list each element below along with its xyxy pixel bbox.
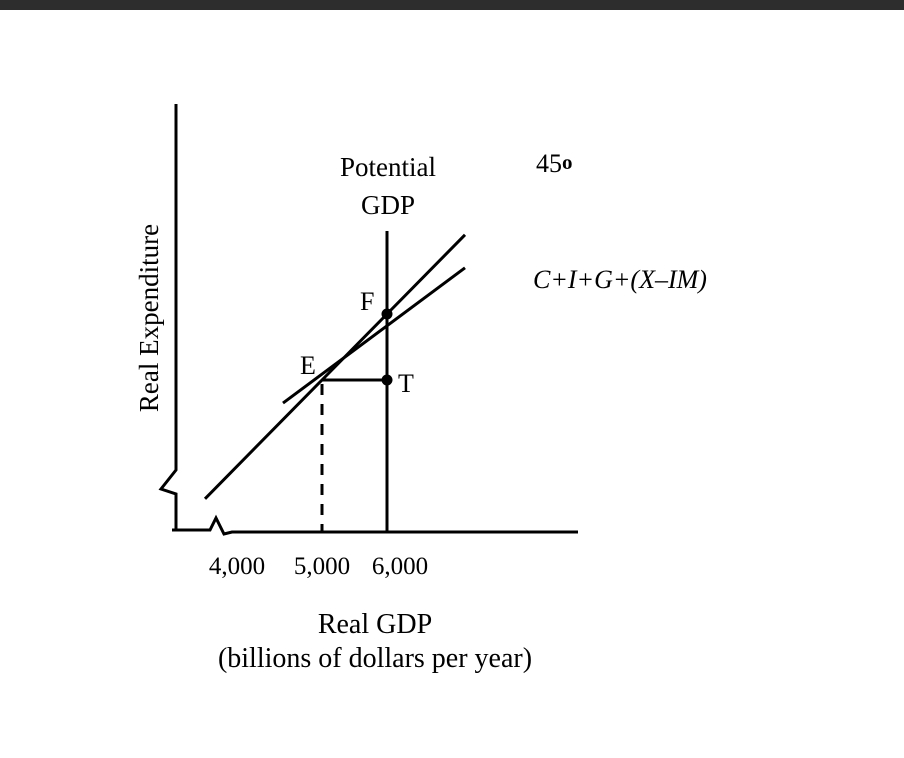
point-marker-f [381, 308, 393, 320]
line-45-degree [203, 233, 467, 500]
point-label-e: E [300, 351, 316, 380]
x-axis-subtitle: (billions of dollars per year) [218, 643, 532, 674]
y-axis-title: Real Expenditure [134, 224, 164, 412]
point-marker-t [381, 374, 393, 386]
x-tick-label-4000: 4,000 [209, 553, 265, 580]
x-axis-title: Real GDP [318, 609, 432, 640]
line-label-expenditure: C+I+G+(X–IM) [533, 265, 707, 294]
line-label-45-number: 45 [536, 149, 562, 178]
x-tick-label-6000: 6,000 [372, 553, 428, 580]
point-label-t: T [398, 369, 414, 398]
potential-gdp-label-line1: Potential [340, 152, 436, 182]
potential-gdp-label-line2: GDP [361, 190, 415, 220]
top-bar [0, 0, 904, 10]
y-axis [158, 104, 178, 530]
point-label-f: F [360, 287, 374, 316]
line-label-45-degree: o [562, 150, 573, 174]
line-label-45: 45o [536, 149, 573, 178]
x-tick-label-5000: 5,000 [294, 553, 350, 580]
x-axis [172, 514, 578, 536]
line-aggregate-expenditure [282, 266, 466, 405]
